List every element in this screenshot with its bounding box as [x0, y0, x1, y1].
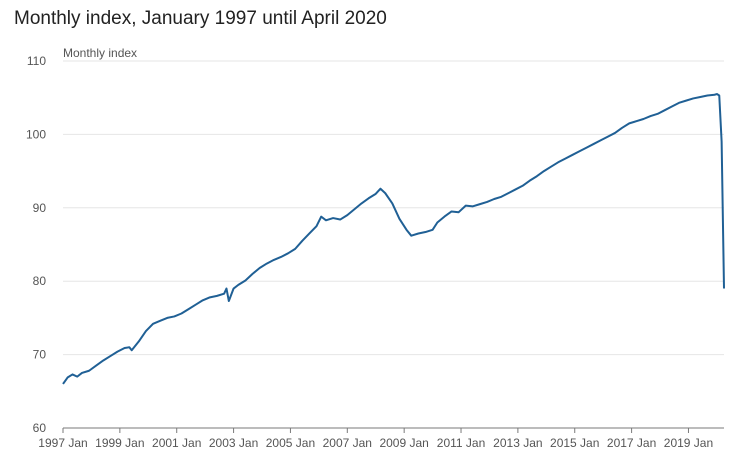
y-tick-label: 110 [27, 54, 46, 68]
x-tick-label: 2019 Jan [664, 436, 713, 450]
y-tick-label: 60 [33, 421, 47, 435]
x-tick-label: 2009 Jan [379, 436, 428, 450]
x-tick-label: 2013 Jan [493, 436, 542, 450]
x-tick-label: 1997 Jan [38, 436, 87, 450]
x-tick-label: 2005 Jan [266, 436, 315, 450]
y-tick-label: 70 [33, 348, 47, 362]
x-tick-label: 1999 Jan [95, 436, 144, 450]
chart-title: Monthly index, January 1997 until April … [14, 8, 387, 29]
x-tick-label: 2007 Jan [323, 436, 372, 450]
axis-layer: 60 70 80 90 100 110 1997 Jan 1999 Jan 2001 Jan 20… [26, 54, 724, 450]
series-line-0 [62, 93, 725, 385]
series-layer [62, 93, 725, 385]
x-tick-label: 2003 Jan [209, 436, 258, 450]
y-tick-label: 80 [33, 274, 47, 288]
x-tick-label: 2001 Jan [152, 436, 201, 450]
y-tick-label: 90 [33, 201, 47, 215]
x-tick-label: 2017 Jan [607, 436, 656, 450]
x-tick-label: 2011 Jan [437, 436, 486, 450]
y-tick-label: 100 [26, 127, 46, 141]
y-axis-label: Monthly index [63, 46, 137, 60]
x-tick-label: 2015 Jan [550, 436, 599, 450]
